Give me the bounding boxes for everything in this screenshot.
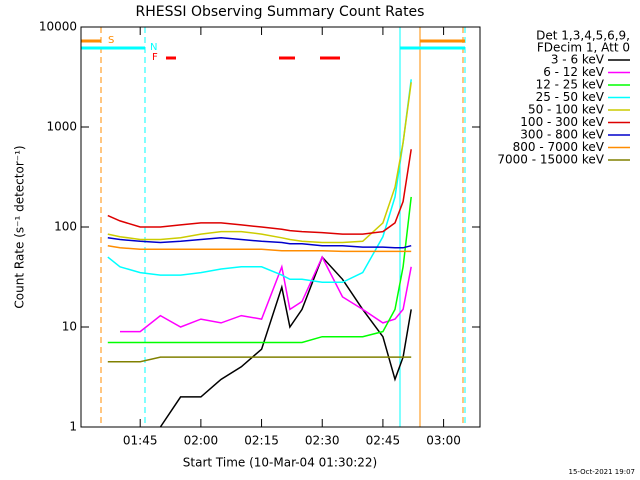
legend-label: 7000 - 15000 keV [497,153,604,167]
legend-header: Det 1,3,4,5,6,9, [536,29,630,43]
x-tick-label: 02:00 [184,434,219,448]
legend-label: 6 - 12 keV [543,65,605,79]
x-tick-label: 02:15 [244,434,279,448]
x-tick-label: 03:00 [426,434,461,448]
x-tick-label: 01:45 [123,434,158,448]
series-line [107,196,412,344]
annotation: S [108,35,114,46]
y-tick-label: 1000 [46,120,77,134]
y-axis-label: Count Rate (s⁻¹ detector⁻¹) [13,145,27,308]
x-tick-label: 02:30 [305,434,340,448]
series-line [107,244,412,253]
legend-label: 800 - 7000 keV [513,140,605,154]
series-line [107,82,412,244]
series-line [107,237,412,249]
y-tick-label: 10000 [39,20,77,34]
series-line [107,79,412,284]
series-line [107,356,412,363]
series-line [159,255,412,428]
footer: 15-Oct-2021 19:07 [569,468,635,476]
legend-label: 25 - 50 keV [536,90,605,104]
x-tick-label: 02:45 [366,434,401,448]
y-tick-label: 1 [69,420,77,434]
series-line [120,255,412,333]
legend-label: 300 - 800 keV [520,128,604,142]
legend-header: FDecim 1, Att 0 [537,41,630,55]
chart-title: RHESSI Observing Summary Count Rates [136,4,425,20]
annotation: N [150,42,157,53]
legend-label: 12 - 25 keV [536,78,605,92]
series-line [107,149,412,235]
x-axis-label: Start Time (10-Mar-04 01:30:22) [183,456,377,470]
y-tick-label: 10 [62,320,77,334]
legend-label: 3 - 6 keV [551,53,605,67]
y-tick-label: 100 [54,220,77,234]
annotation: F [152,52,158,63]
legend-label: 50 - 100 keV [528,103,605,117]
legend-label: 100 - 300 keV [520,115,604,129]
